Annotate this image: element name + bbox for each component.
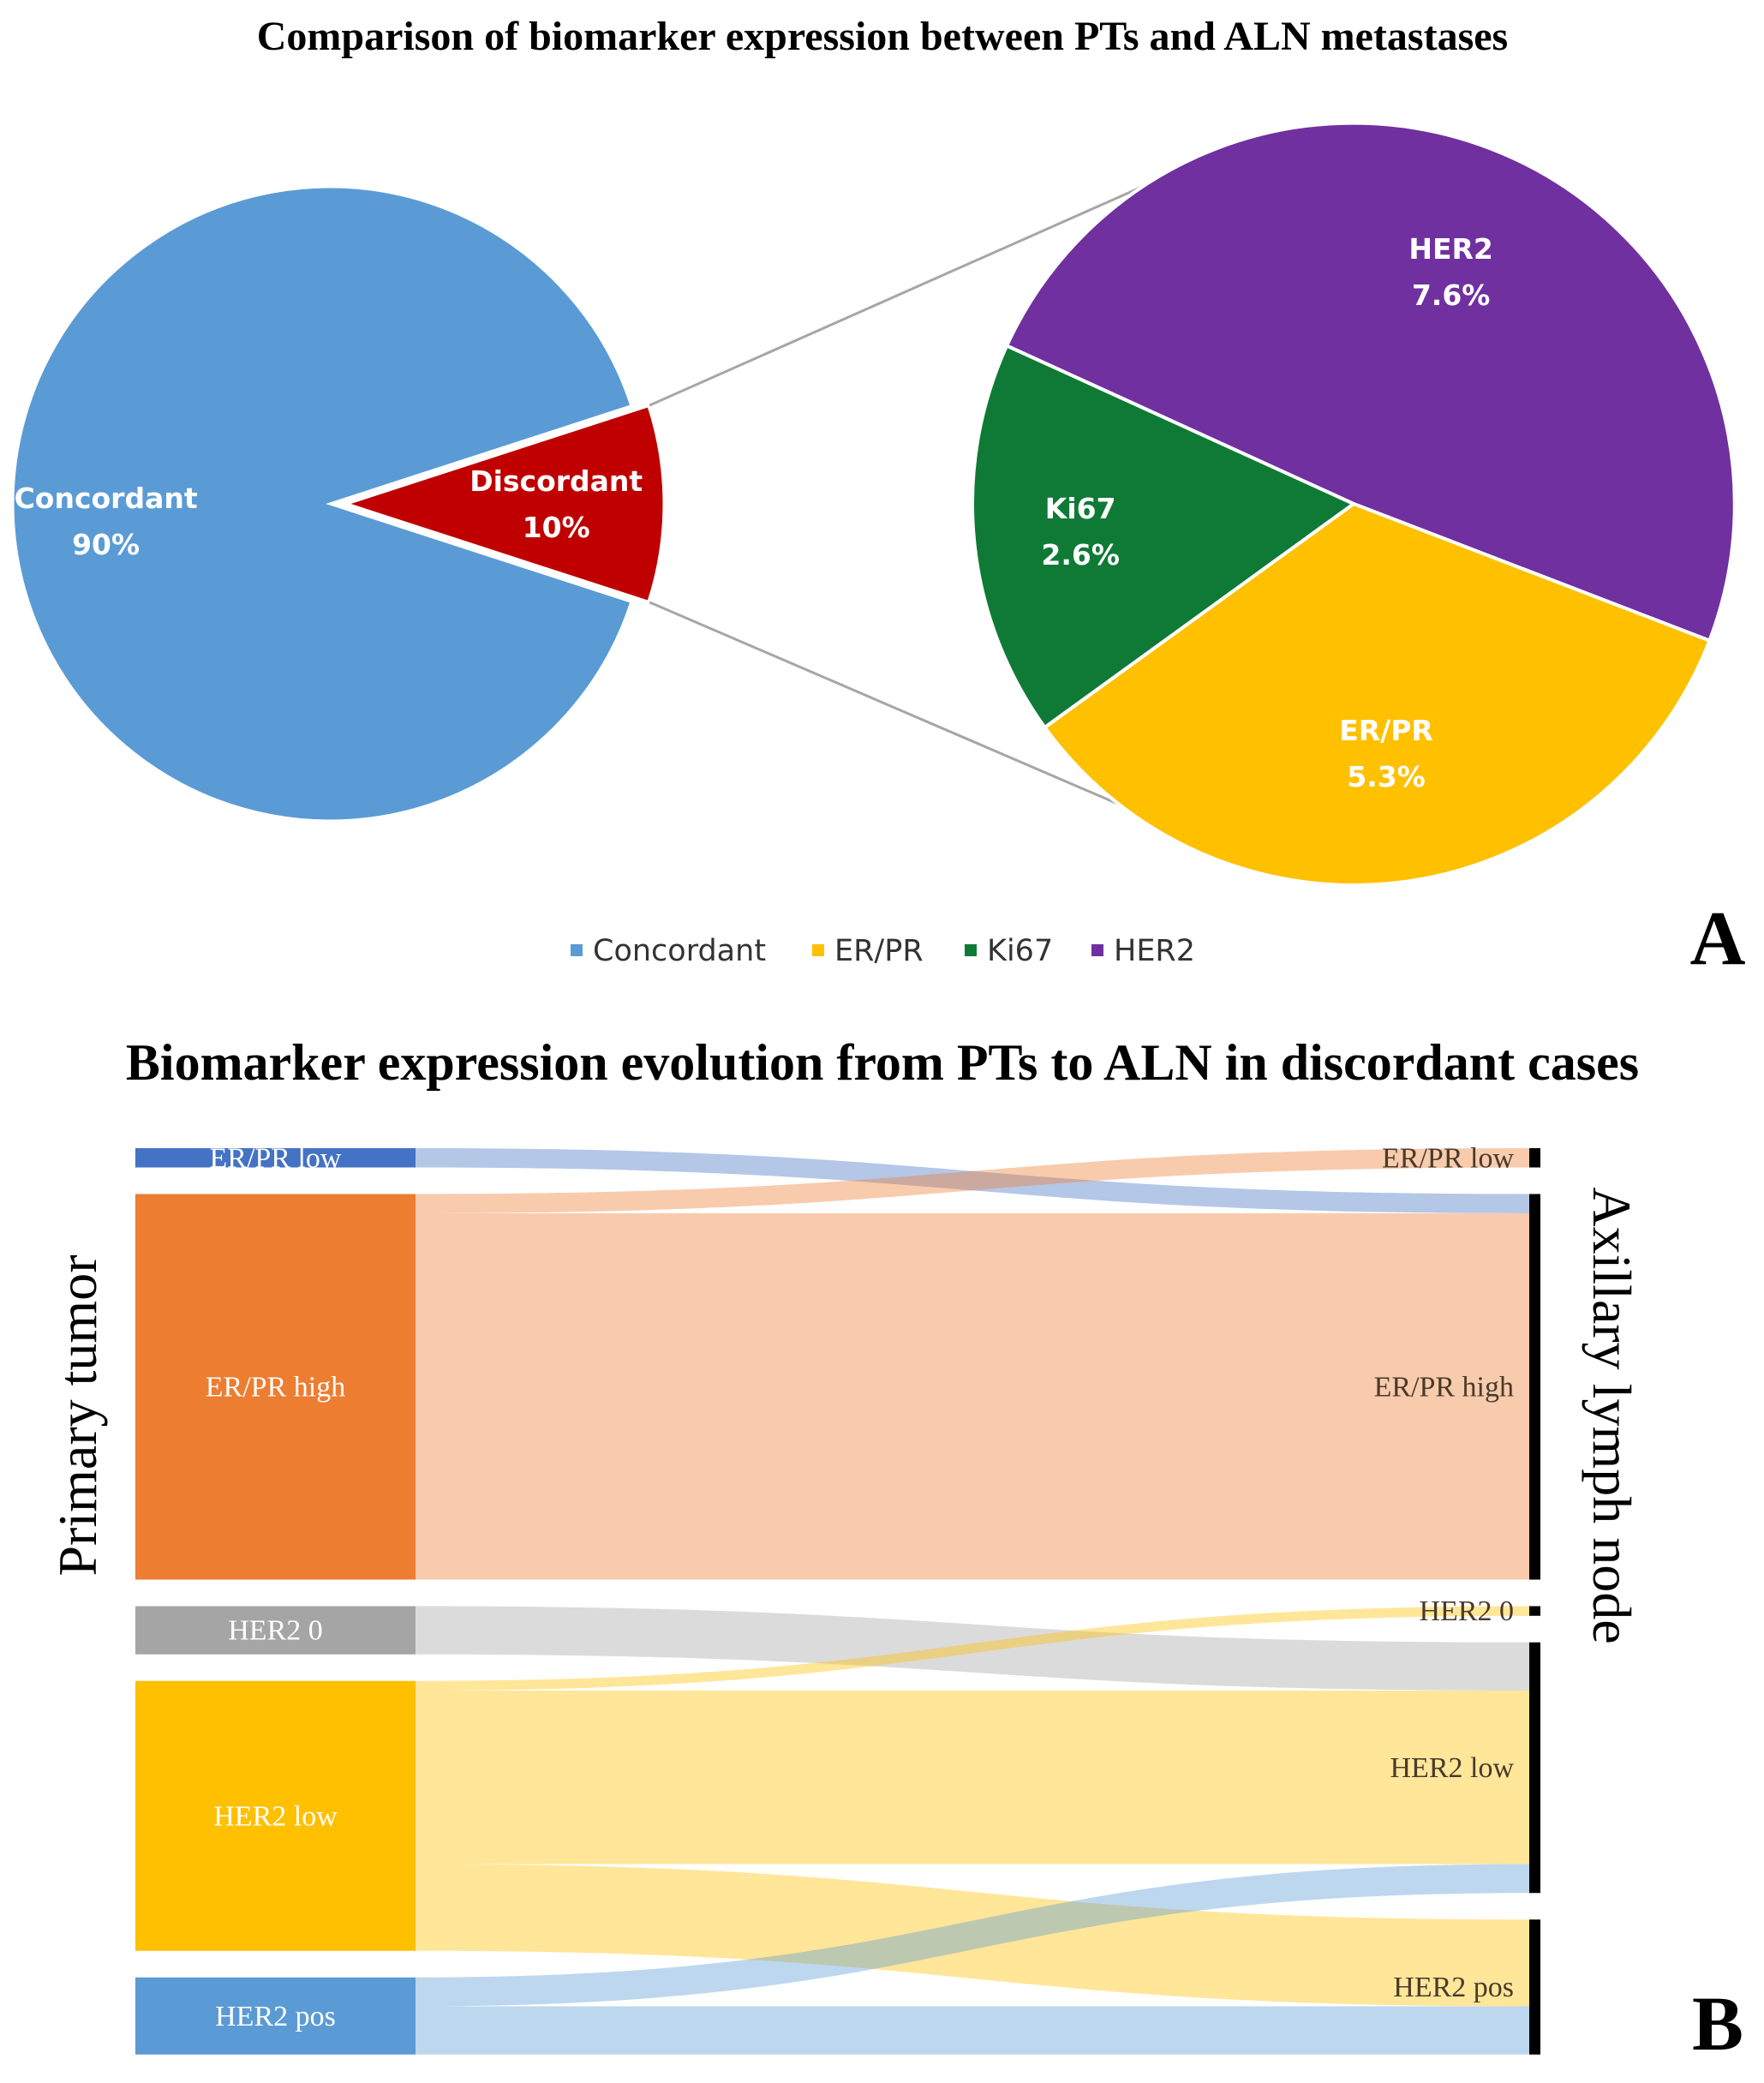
source-label-her2_pos: HER2 pos <box>215 2001 336 2032</box>
breakdown-er_pr-value: 5.3% <box>1347 760 1426 793</box>
flow-er_pr_high-to-er_pr_low <box>416 1148 1529 1213</box>
legend-swatch-concordant <box>571 944 583 956</box>
source-node-her2_low <box>135 1680 416 1951</box>
concordant-label: Concordant <box>15 482 198 515</box>
flow-er_pr_high-to-er_pr_high <box>416 1213 1529 1580</box>
flow-her2_low-to-her2_pos <box>416 1864 1529 2007</box>
main-pie <box>11 185 666 823</box>
breakdown-slice-er_pr <box>1042 501 1712 887</box>
flow-her2_low-to-her2_low <box>416 1691 1529 1865</box>
left-axis-title: Primary tumor <box>47 1254 108 1576</box>
breakdown-slice-her2 <box>1004 121 1737 643</box>
source-label-her2_0: HER2 0 <box>228 1615 323 1647</box>
breakdown-her2-label: HER2 <box>1408 232 1493 266</box>
pie-slice-discordant <box>343 404 666 604</box>
target-node-her2_0 <box>1529 1606 1540 1616</box>
flow-her2_0-to-her2_low <box>416 1606 1529 1691</box>
pie-slice-concordant <box>11 185 633 823</box>
source-label-er_pr_high: ER/PR high <box>206 1372 345 1404</box>
right-axis-title: Axillary lymph node <box>1582 1187 1642 1643</box>
target-node-er_pr_low <box>1529 1148 1540 1168</box>
panel-letter-b: B <box>1692 1982 1743 2067</box>
panel-letter-a: A <box>1690 896 1746 981</box>
flow-her2_low-to-her2_0 <box>416 1606 1529 1691</box>
target-node-her2_pos <box>1529 1919 1540 2055</box>
sankey-flows <box>416 1148 1529 2055</box>
breakdown-ki67-label: Ki67 <box>1045 492 1116 525</box>
source-node-her2_0 <box>135 1606 416 1655</box>
legend-label-concordant: Concordant <box>593 934 766 968</box>
panel-b-title: Biomarker expression evolution from PTs … <box>126 1034 1639 1091</box>
breakdown-ki67-value: 2.6% <box>1041 538 1120 572</box>
source-node-her2_pos <box>135 1977 416 2055</box>
flow-her2_pos-to-her2_low <box>416 1864 1529 2007</box>
panel-a-title: Comparison of biomarker expression betwe… <box>257 14 1508 59</box>
sankey-target-nodes: ER/PR low ER/PR high HER2 0 HER2 low HER2 po… <box>1374 1142 1540 2055</box>
target-node-er_pr_high <box>1529 1194 1540 1580</box>
source-label-her2_low: HER2 low <box>213 1800 338 1832</box>
concordant-value: 90% <box>72 528 140 561</box>
breakdown-pie <box>971 121 1737 887</box>
legend-swatch-her2 <box>1091 944 1103 956</box>
target-label-er_pr_low: ER/PR low <box>1382 1142 1514 1174</box>
pie-labels: Concordant 90% Discordant 10% HER2 7.6% ER/PR 5… <box>15 232 1493 793</box>
breakdown-her2-value: 7.6% <box>1412 278 1491 312</box>
legend: Concordant ER/PR Ki67 HER2 <box>571 934 1195 968</box>
target-label-her2_0: HER2 0 <box>1420 1595 1515 1627</box>
target-label-her2_pos: HER2 pos <box>1393 1972 1514 2003</box>
legend-label-her2: HER2 <box>1114 934 1195 968</box>
connector-line-bottom <box>648 600 1120 806</box>
flow-her2_pos-to-her2_pos <box>416 2006 1529 2055</box>
discordant-value: 10% <box>523 511 590 544</box>
legend-label-er_pr: ER/PR <box>834 934 924 968</box>
source-node-er_pr_low <box>135 1148 416 1168</box>
target-label-her2_low: HER2 low <box>1390 1752 1515 1784</box>
breakdown-slice-ki67 <box>971 343 1357 730</box>
legend-swatch-ki67 <box>965 944 977 956</box>
target-label-er_pr_high: ER/PR high <box>1374 1372 1514 1404</box>
flow-er_pr_low-to-er_pr_high <box>416 1148 1529 1213</box>
discordant-label: Discordant <box>469 464 643 498</box>
breakdown-er_pr-label: ER/PR <box>1339 714 1433 747</box>
target-node-her2_low <box>1529 1642 1540 1894</box>
sankey-source-nodes: ER/PR low ER/PR high HER2 0 HER2 low HER2 po… <box>135 1142 416 2055</box>
legend-label-ki67: Ki67 <box>987 934 1053 968</box>
source-label-er_pr_low: ER/PR low <box>210 1142 342 1174</box>
legend-swatch-er_pr <box>812 944 824 956</box>
source-node-er_pr_high <box>135 1194 416 1580</box>
